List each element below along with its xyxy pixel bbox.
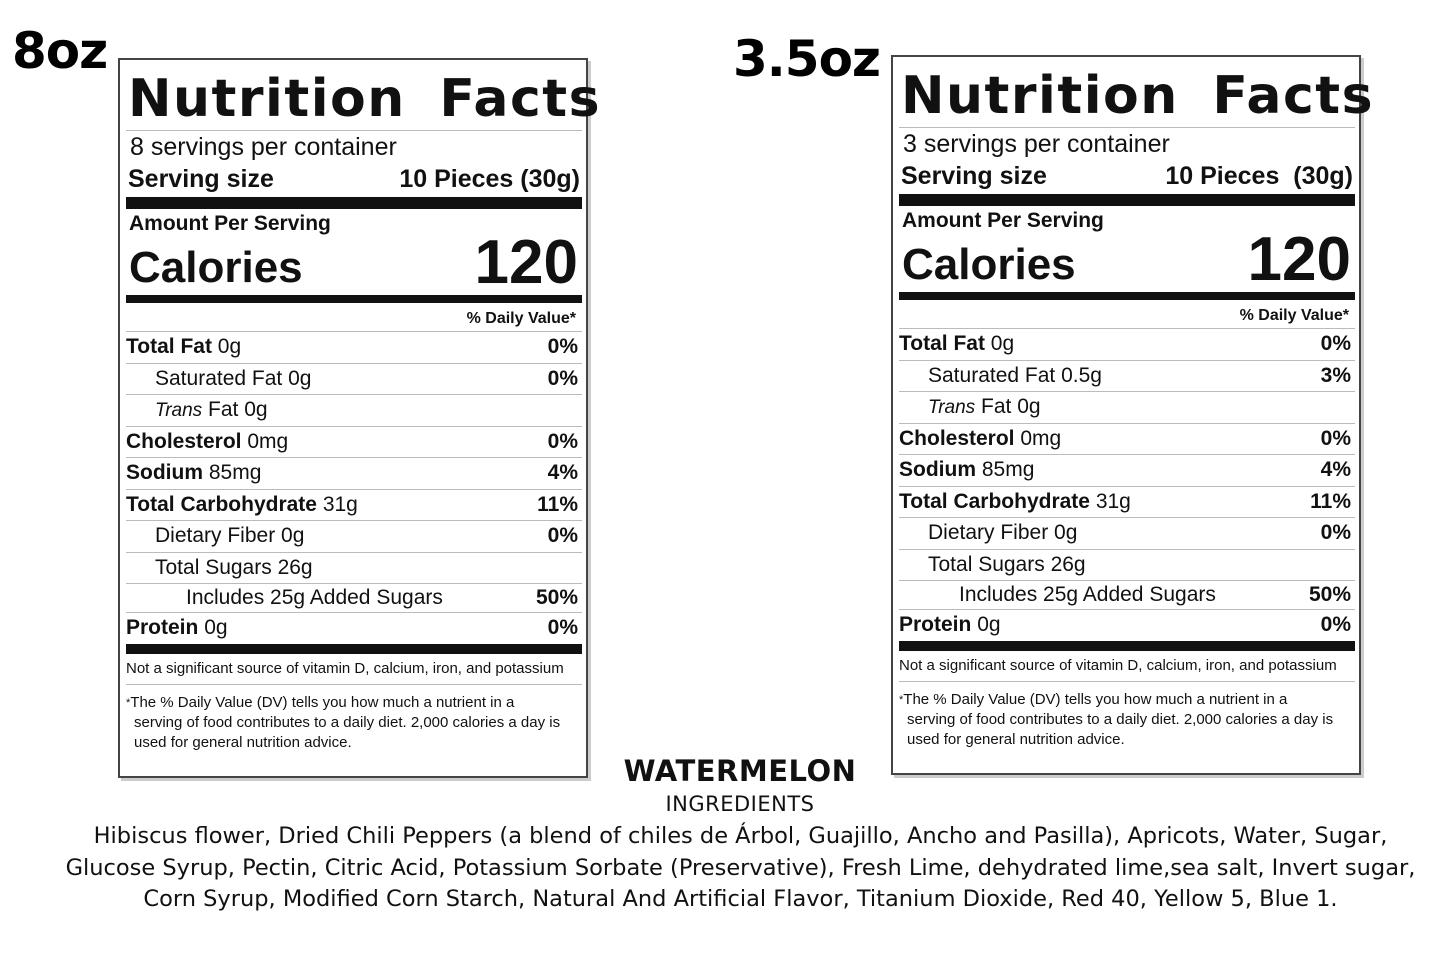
servings-per-container: 8 servings per container: [130, 133, 397, 161]
daily-value-header: % Daily Value*: [899, 300, 1355, 329]
calories-value: 120: [1247, 225, 1351, 294]
nutrient-row-added-sugars: Includes 25g Added Sugars 50%: [126, 584, 582, 613]
serving-size-value: 10 Pieces (30g): [399, 165, 580, 193]
daily-value-header: % Daily Value*: [126, 303, 582, 332]
calories-label: Calories: [129, 243, 303, 292]
nutrient-row-cholesterol: Cholesterol 0mg 0%: [899, 424, 1355, 455]
serving-size-label: Serving size: [901, 162, 1047, 190]
serving-size-label: Serving size: [128, 165, 274, 193]
nutrient-row-sodium: Sodium 85mg 4%: [899, 455, 1355, 487]
calories-value: 120: [474, 228, 578, 297]
nutrient-row-trans-fat: Trans Fat 0g: [899, 392, 1355, 424]
nutrient-row-cholesterol: Cholesterol 0mg 0%: [126, 427, 582, 458]
nutrient-row-total-carbohydrate: Total Carbohydrate 31g 11%: [899, 487, 1355, 518]
vitamin-note: Not a significant source of vitamin D, c…: [126, 654, 582, 685]
flavor-title: WATERMELON: [623, 754, 857, 788]
calories-row: Calories 120: [899, 225, 1355, 294]
ingredients-text: Hibiscus flower, Dried Chili Peppers (a …: [65, 823, 1416, 912]
nutrition-label-3-5oz: Nutrition Facts 3 servings per container…: [891, 55, 1375, 775]
nutrient-row-total-sugars: Total Sugars 26g: [126, 553, 582, 584]
nutrient-row-dietary-fiber: Dietary Fiber 0g 0%: [126, 521, 582, 553]
daily-value-footnote: *The % Daily Value (DV) tells you how mu…: [126, 693, 561, 751]
serving-size-value: 10 Pieces (30g): [1165, 162, 1353, 190]
serving-size-row: Serving size 10 Pieces (30g): [126, 161, 582, 195]
label-title: Nutrition Facts: [128, 69, 602, 129]
nutrient-row-trans-fat: Trans Fat 0g: [126, 395, 582, 427]
serving-size-row: Serving size 10 Pieces (30g): [899, 158, 1355, 192]
vitamin-note: Not a significant source of vitamin D, c…: [899, 651, 1355, 682]
calories-row: Calories 120: [126, 228, 582, 297]
amount-per-serving: Amount Per Serving: [129, 212, 331, 235]
label-title: Nutrition Facts: [901, 66, 1375, 126]
size-label-3-5oz: 3.5oz: [733, 30, 881, 88]
nutrient-row-dietary-fiber: Dietary Fiber 0g 0%: [899, 518, 1355, 550]
nutrition-label-8oz: Nutrition Facts 8 servings per container…: [118, 58, 602, 778]
nutrient-row-saturated-fat: Saturated Fat 0.5g 3%: [899, 361, 1355, 392]
nutrient-row-protein: Protein 0g 0%: [126, 616, 578, 640]
servings-per-container: 3 servings per container: [903, 130, 1170, 158]
calories-label: Calories: [902, 240, 1076, 289]
nutrient-row-total-sugars: Total Sugars 26g: [899, 550, 1355, 581]
daily-value-footnote: *The % Daily Value (DV) tells you how mu…: [899, 690, 1334, 748]
amount-per-serving: Amount Per Serving: [902, 209, 1104, 232]
ingredients-heading: INGREDIENTS: [665, 792, 815, 816]
nutrient-row-saturated-fat: Saturated Fat 0g 0%: [126, 364, 582, 395]
nutrient-row-protein: Protein 0g 0%: [899, 613, 1351, 637]
nutrient-row-total-fat: Total Fat 0g 0%: [126, 332, 582, 364]
nutrient-row-total-fat: Total Fat 0g 0%: [899, 329, 1355, 361]
size-label-8oz: 8oz: [12, 22, 108, 80]
nutrient-row-sodium: Sodium 85mg 4%: [126, 458, 582, 490]
nutrient-row-total-carbohydrate: Total Carbohydrate 31g 11%: [126, 490, 582, 521]
nutrient-row-added-sugars: Includes 25g Added Sugars 50%: [899, 581, 1355, 610]
